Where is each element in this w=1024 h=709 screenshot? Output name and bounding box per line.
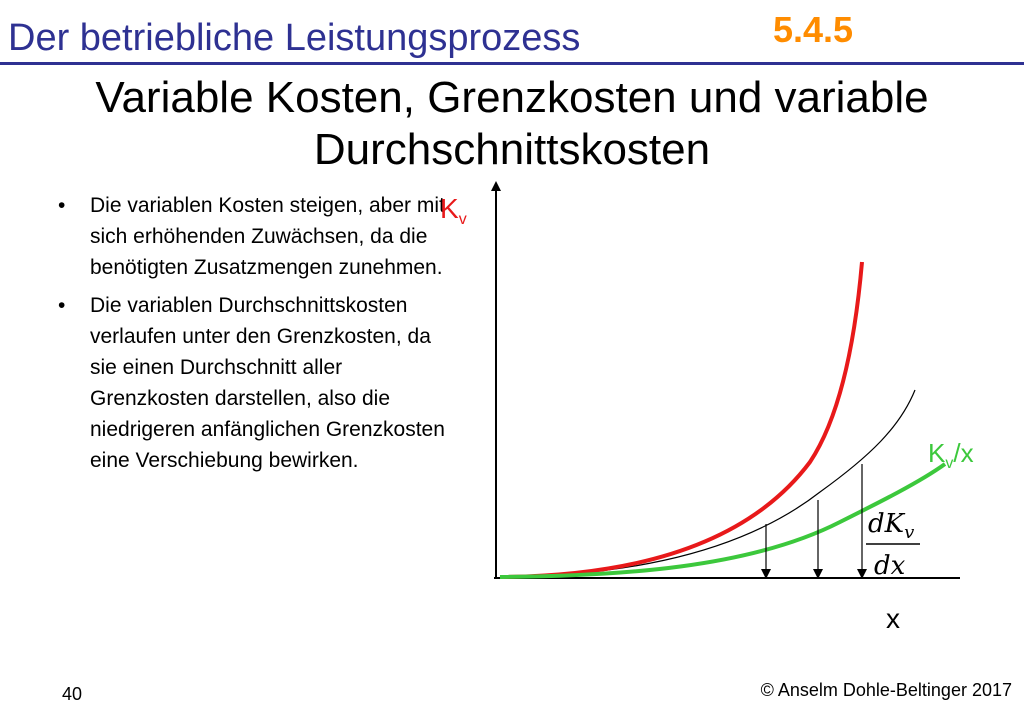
bullet-marker: • (58, 194, 66, 217)
page-number: 40 (62, 684, 83, 704)
slide-title: Variable Kosten, Grenzkosten und variabl… (0, 72, 1024, 176)
marginal-cost-denominator: dx (874, 551, 906, 581)
slide-title-line-2: Durchschnittskosten (313, 125, 711, 174)
y-axis-label: Kv (440, 193, 467, 228)
slide-title-line-1: Variable Kosten, Grenzkosten und variabl… (95, 73, 929, 122)
section-number: 5.4.5 (773, 9, 854, 50)
header-divider (0, 62, 1024, 65)
bullet-text: Die variablen Durchschnittskosten verlau… (90, 294, 445, 472)
bullet-item: • Die variablen Durchschnittskosten verl… (54, 290, 454, 476)
x-axis-label: x (886, 603, 900, 634)
variable-cost-curve (499, 261, 864, 579)
bullet-text: Die variablen Kosten steigen, aber mit s… (90, 194, 445, 279)
copyright-notice: © Anselm Dohle-Beltinger 2017 (760, 680, 1012, 700)
average-cost-label: Kv/x (928, 438, 974, 472)
bullet-list: • Die variablen Kosten steigen, aber mit… (54, 190, 454, 483)
bullet-item: • Die variablen Kosten steigen, aber mit… (54, 190, 454, 283)
bullet-marker: • (58, 294, 66, 317)
header-title: Der betriebliche Leistungsprozess (8, 17, 581, 59)
average-cost-curve (499, 462, 947, 579)
marginal-cost-numerator: dKv (868, 509, 914, 543)
marginal-cost-curve (499, 389, 916, 578)
cost-curves-diagram: Kv x Kv/x dKv dx (440, 181, 974, 634)
